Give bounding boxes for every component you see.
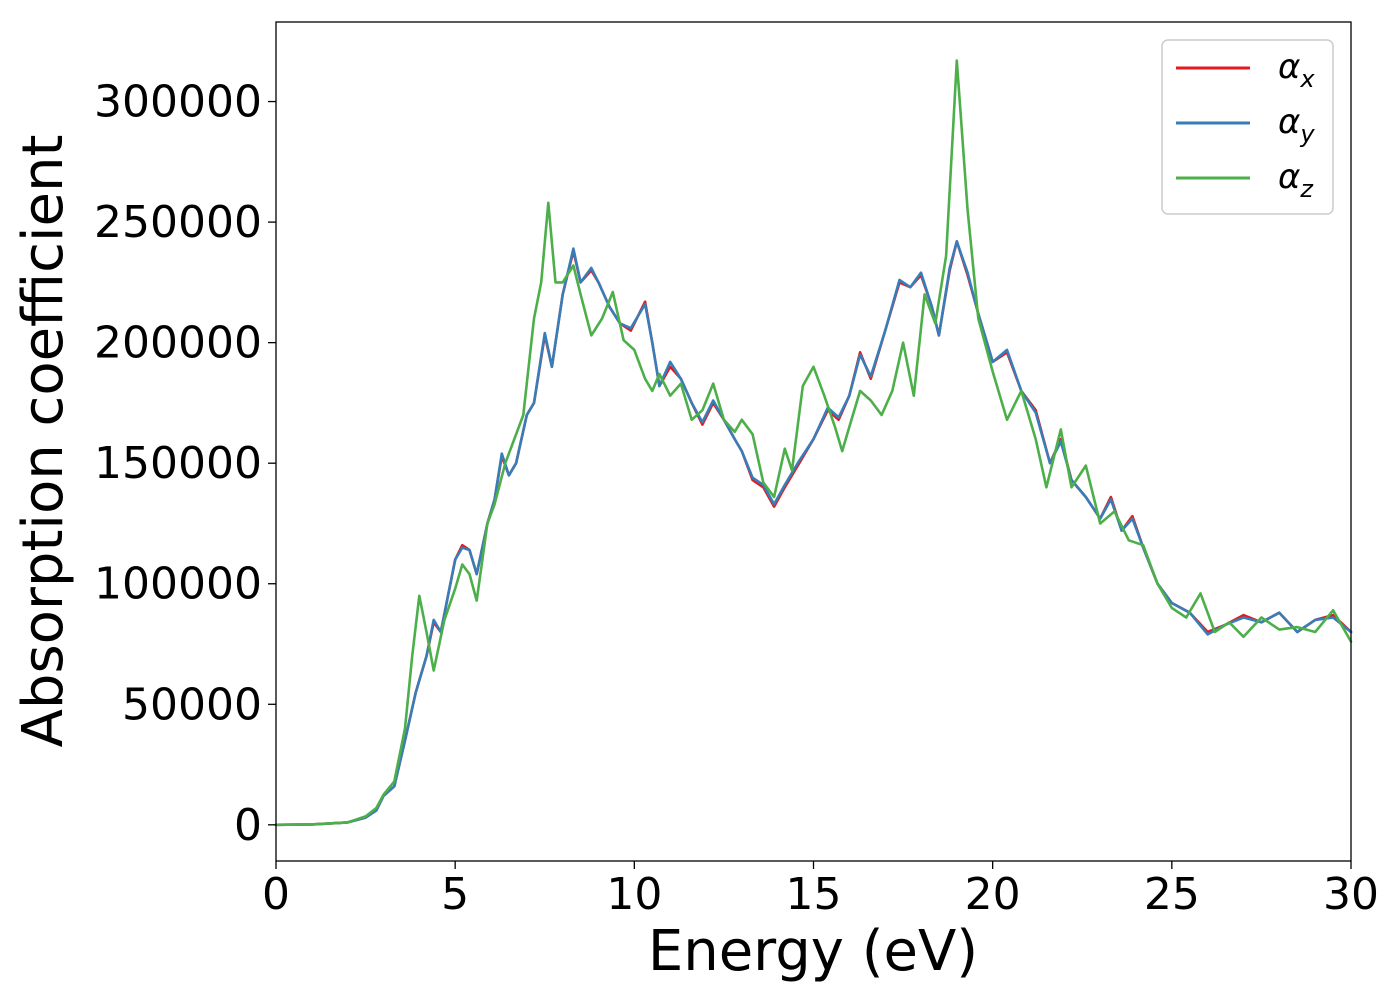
legend-subscript: z [1299,175,1314,203]
x-axis: 0 5 10 15 20 25 30 [262,861,1379,920]
y-tick-label: 250000 [94,197,262,248]
x-tick-label: 15 [786,869,842,920]
legend-subscript: y [1299,120,1315,148]
x-tick-label: 30 [1323,869,1379,920]
x-tick-label: 25 [1144,869,1200,920]
y-tick-label: 150000 [94,438,262,489]
x-tick-label: 10 [606,869,662,920]
legend-box [1161,39,1334,215]
y-tick-label: 200000 [94,318,262,369]
y-axis: 0 50000 100000 150000 200000 250000 300000 [94,77,276,851]
x-tick-label: 20 [965,869,1021,920]
x-tick-label: 5 [441,869,469,920]
series-line-y [274,240,1353,827]
series-lines [274,59,1353,827]
y-tick-label: 100000 [94,559,262,610]
y-axis-title: Absorption coefficient [11,135,76,748]
y-tick-label: 50000 [122,679,262,730]
legend-subscript: x [1299,65,1315,93]
y-tick-label: 300000 [94,77,262,128]
x-tick-label: 0 [262,869,290,920]
y-tick-label: 0 [234,800,262,851]
x-axis-title: Energy (eV) [648,919,978,984]
series-line-z [274,59,1353,827]
